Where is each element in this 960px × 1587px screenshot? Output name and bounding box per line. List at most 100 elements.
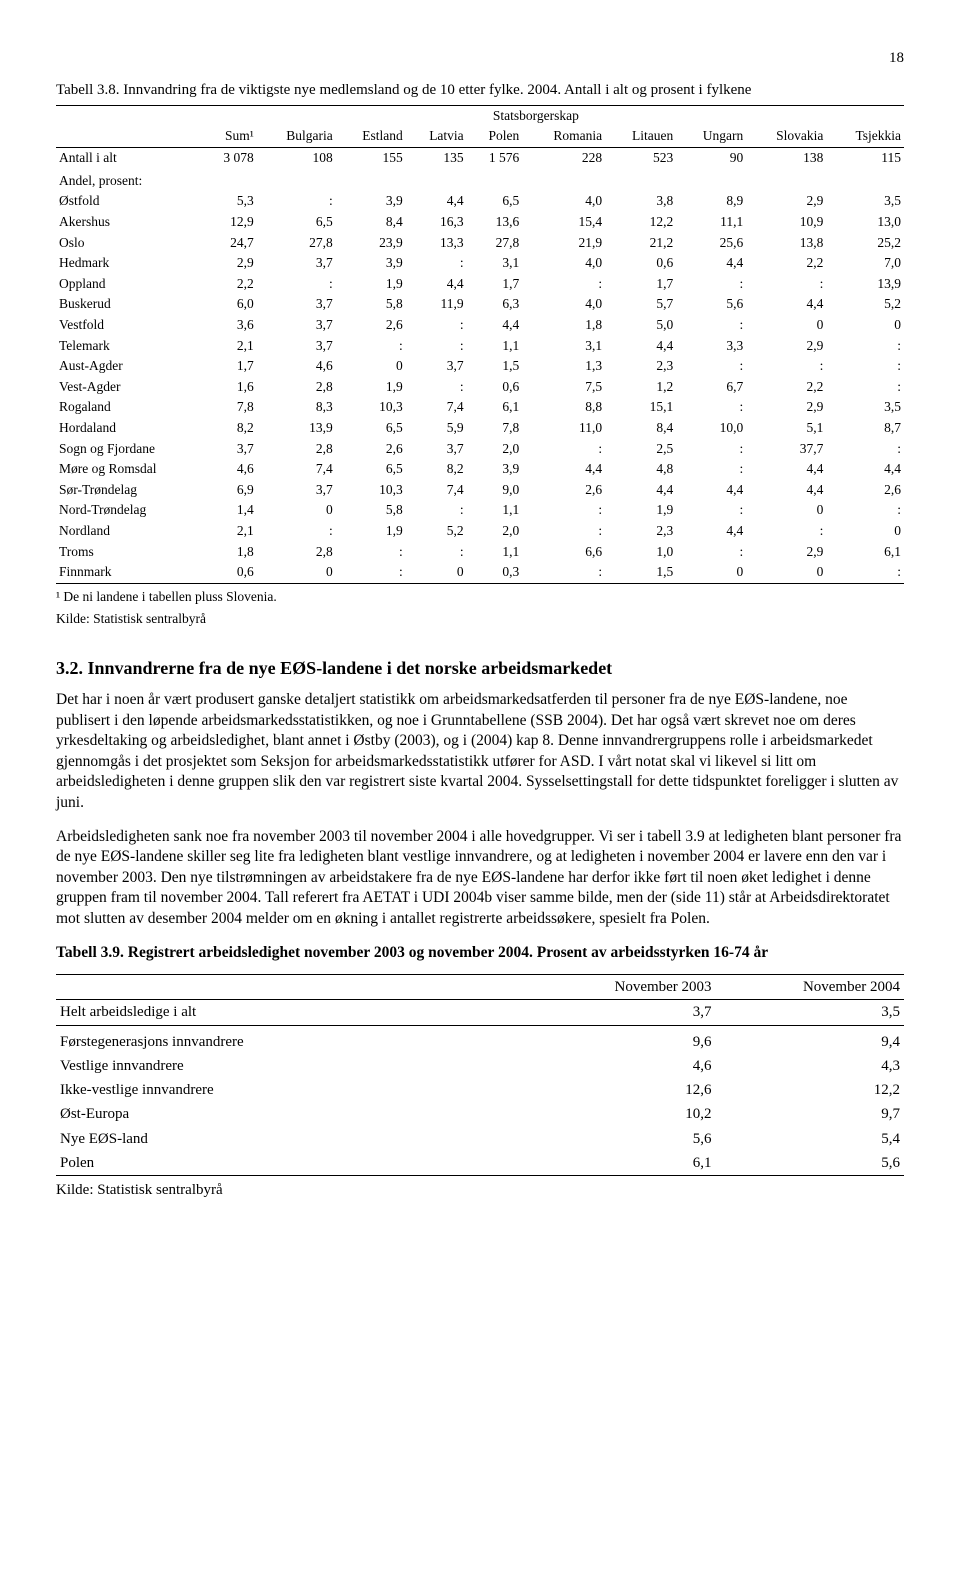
table-cell: 13,8 <box>746 232 826 253</box>
table-cell: 12,6 <box>527 1078 715 1102</box>
table38: Statsborgerskap Sum¹BulgariaEstlandLatvi… <box>56 105 904 584</box>
table-cell: 2,5 <box>605 438 676 459</box>
table-cell: : <box>522 562 605 583</box>
table-cell: : <box>676 459 746 480</box>
table-cell: : <box>826 377 904 398</box>
table39-col-0 <box>56 975 527 1000</box>
table-cell: : <box>676 541 746 562</box>
table-cell: 0 <box>826 315 904 336</box>
table-cell: Aust-Agder <box>56 356 202 377</box>
table-cell: 1,3 <box>522 356 605 377</box>
table-cell: 4,8 <box>605 459 676 480</box>
table-cell: 1,1 <box>467 541 523 562</box>
table-cell: 2,3 <box>605 356 676 377</box>
table-cell: Ikke-vestlige innvandrere <box>56 1078 527 1102</box>
table-cell: 2,9 <box>202 253 257 274</box>
table-cell: Hordaland <box>56 418 202 439</box>
table-cell: 1,1 <box>467 500 523 521</box>
table-cell: : <box>336 562 406 583</box>
table-cell: Sogn og Fjordane <box>56 438 202 459</box>
table-cell: 4,4 <box>746 459 826 480</box>
table-cell: 5,6 <box>676 294 746 315</box>
table-cell: 12,9 <box>202 212 257 233</box>
table38-total-cell: 90 <box>676 147 746 168</box>
table-cell: 5,0 <box>605 315 676 336</box>
table-cell: 4,3 <box>716 1054 904 1078</box>
table38-col-2: Bulgaria <box>257 126 336 147</box>
table-row: Vestlige innvandrere4,64,3 <box>56 1054 904 1078</box>
table-cell: 1,6 <box>202 377 257 398</box>
table-cell: 2,8 <box>257 377 336 398</box>
table38-source: Kilde: Statistisk sentralbyrå <box>56 610 904 628</box>
table-cell: Oslo <box>56 232 202 253</box>
table-cell: 10,3 <box>336 480 406 501</box>
table-row: Øst-Europa10,29,7 <box>56 1102 904 1126</box>
table-cell: 4,0 <box>522 294 605 315</box>
table-cell: 3,7 <box>257 315 336 336</box>
table-cell: Vest-Agder <box>56 377 202 398</box>
table-cell: 25,6 <box>676 232 746 253</box>
table38-title: Tabell 3.8. Innvandring fra de viktigste… <box>56 80 904 100</box>
table-row: Østfold5,3:3,94,46,54,03,88,92,93,5 <box>56 191 904 212</box>
table-cell: 3,7 <box>527 1000 715 1025</box>
table-cell: 9,7 <box>716 1102 904 1126</box>
table38-col-8: Ungarn <box>676 126 746 147</box>
table-cell: 1,5 <box>467 356 523 377</box>
table-cell: Vestlige innvandrere <box>56 1054 527 1078</box>
table-cell: 5,6 <box>716 1151 904 1176</box>
table-cell: : <box>336 541 406 562</box>
table-cell: 21,2 <box>605 232 676 253</box>
table-cell: 1,9 <box>605 500 676 521</box>
table-cell: 4,4 <box>746 480 826 501</box>
table-cell: 4,4 <box>406 274 467 295</box>
table-cell: 5,2 <box>826 294 904 315</box>
table38-footnote: ¹ De ni landene i tabellen pluss Sloveni… <box>56 588 904 606</box>
table-cell: 2,0 <box>467 438 523 459</box>
table-cell: : <box>257 191 336 212</box>
table-cell: 4,4 <box>676 521 746 542</box>
table-cell: 2,8 <box>257 438 336 459</box>
table-cell: 7,4 <box>406 480 467 501</box>
table-cell: 9,0 <box>467 480 523 501</box>
table-cell: 4,6 <box>527 1054 715 1078</box>
table39: November 2003November 2004 Helt arbeidsl… <box>56 974 904 1176</box>
table-cell: Nye EØS-land <box>56 1127 527 1151</box>
table-cell: 3,7 <box>406 356 467 377</box>
table-cell: 1,0 <box>605 541 676 562</box>
table-cell: 5,7 <box>605 294 676 315</box>
table-cell: Vestfold <box>56 315 202 336</box>
table-cell: Helt arbeidsledige i alt <box>56 1000 527 1025</box>
table-cell: 1,9 <box>336 377 406 398</box>
table39-col-1: November 2003 <box>527 975 715 1000</box>
table-cell: : <box>746 356 826 377</box>
table-cell: 4,4 <box>676 480 746 501</box>
table-cell: 4,4 <box>826 459 904 480</box>
table38-col-10: Tsjekkia <box>826 126 904 147</box>
table-cell: Hedmark <box>56 253 202 274</box>
table-cell: 3,9 <box>336 191 406 212</box>
table-cell: : <box>522 500 605 521</box>
table38-total-cell: 115 <box>826 147 904 168</box>
table-cell: 1,9 <box>336 521 406 542</box>
table-cell: 13,6 <box>467 212 523 233</box>
table-row: Nye EØS-land5,65,4 <box>56 1127 904 1151</box>
table-cell: 13,0 <box>826 212 904 233</box>
table-cell: 6,5 <box>257 212 336 233</box>
table38-col-4: Latvia <box>406 126 467 147</box>
table-cell: 2,6 <box>336 315 406 336</box>
table-cell: 0,6 <box>202 562 257 583</box>
table-cell: 4,4 <box>605 480 676 501</box>
table-cell: 0 <box>257 500 336 521</box>
table-cell: 0 <box>746 562 826 583</box>
table-row: Oppland2,2:1,94,41,7:1,7::13,9 <box>56 274 904 295</box>
table-cell: 8,4 <box>336 212 406 233</box>
table-cell: 4,4 <box>676 253 746 274</box>
table-cell: 1,5 <box>605 562 676 583</box>
table-cell: 7,4 <box>257 459 336 480</box>
table-row: Sogn og Fjordane3,72,82,63,72,0:2,5:37,7… <box>56 438 904 459</box>
table-row: Rogaland7,88,310,37,46,18,815,1:2,93,5 <box>56 397 904 418</box>
table-row: Telemark2,13,7::1,13,14,43,32,9: <box>56 335 904 356</box>
table-cell: 3,7 <box>257 253 336 274</box>
table-cell: 12,2 <box>716 1078 904 1102</box>
table-cell: : <box>746 274 826 295</box>
